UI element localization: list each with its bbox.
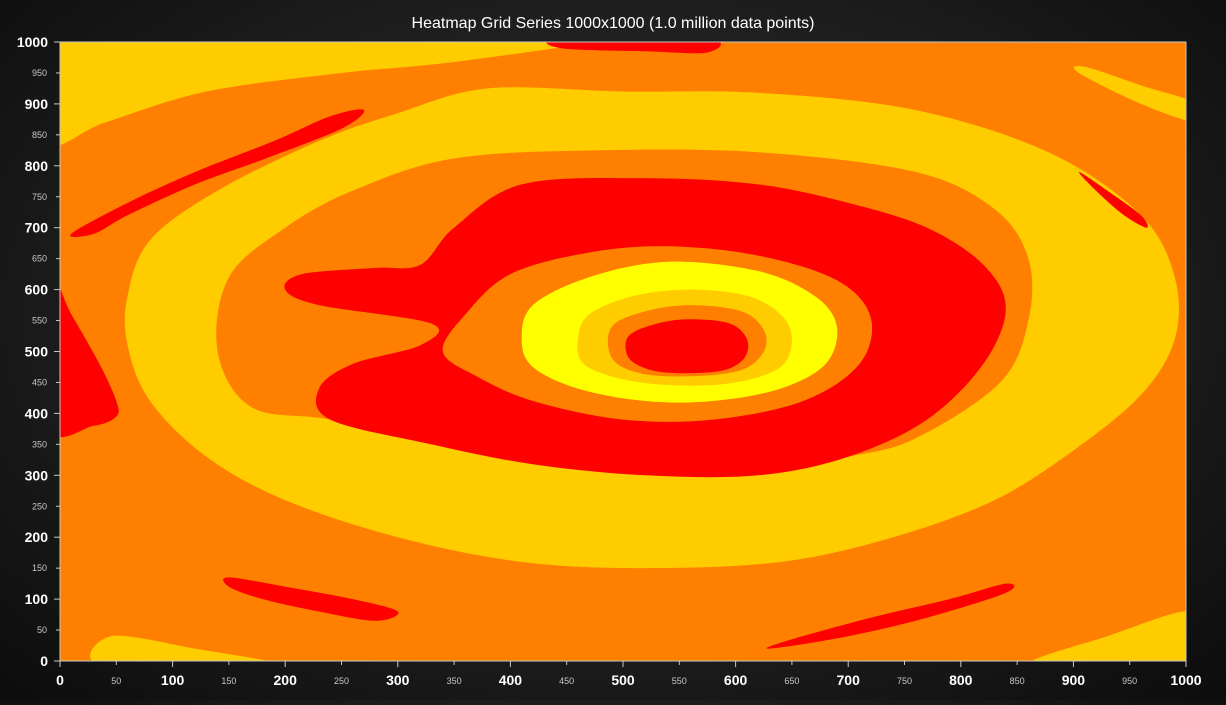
heatmap-region-10: [70, 109, 365, 238]
heatmap-region-13: [766, 583, 1015, 649]
x-tick-label-800: 800: [949, 672, 973, 688]
chart-title: Heatmap Grid Series 1000x1000 (1.0 milli…: [412, 15, 815, 32]
x-tick-label-850: 850: [1010, 676, 1025, 686]
y-tick-label-450: 450: [32, 377, 47, 387]
y-tick-label-250: 250: [32, 501, 47, 511]
x-tick-label-350: 350: [447, 676, 462, 686]
heatmap-region-17: [90, 635, 270, 661]
y-tick-label-600: 600: [25, 282, 49, 298]
heatmap-region-16: [1073, 66, 1186, 121]
y-tick-label-1000: 1000: [17, 34, 48, 50]
y-axis: 0 100 200 300 400 500 600 700 800 900 1000 50 150 250…: [17, 34, 60, 669]
y-tick-label-150: 150: [32, 563, 47, 573]
x-tick-label-900: 900: [1062, 672, 1086, 688]
y-tick-label-700: 700: [25, 220, 49, 236]
y-tick-label-650: 650: [32, 254, 47, 264]
x-tick-label-100: 100: [161, 672, 185, 688]
x-tick-label-250: 250: [334, 676, 349, 686]
x-tick-label-150: 150: [221, 676, 236, 686]
x-tick-label-300: 300: [386, 672, 410, 688]
y-tick-label-300: 300: [25, 467, 49, 483]
y-tick-label-950: 950: [32, 68, 47, 78]
y-tick-label-750: 750: [32, 192, 47, 202]
x-tick-label-550: 550: [672, 676, 687, 686]
heatmap-region-18: [1031, 611, 1186, 661]
x-tick-label-950: 950: [1122, 676, 1137, 686]
x-tick-label-1000: 1000: [1170, 672, 1201, 688]
heatmap-region-12: [223, 577, 399, 621]
y-tick-label-400: 400: [25, 405, 49, 421]
x-tick-label-200: 200: [274, 672, 298, 688]
x-tick-label-750: 750: [897, 676, 912, 686]
y-tick-label-0: 0: [40, 653, 48, 669]
x-tick-label-700: 700: [837, 672, 861, 688]
heatmap-region-11: [60, 287, 119, 438]
heatmap-region-1: [60, 42, 634, 145]
heatmap-region-15: [1078, 172, 1148, 228]
y-tick-label-350: 350: [32, 439, 47, 449]
x-tick-label-450: 450: [559, 676, 574, 686]
y-tick-label-900: 900: [25, 96, 49, 112]
y-tick-label-50: 50: [37, 625, 47, 635]
y-tick-label-550: 550: [32, 316, 47, 326]
y-tick-label-100: 100: [25, 591, 49, 607]
x-tick-label-500: 500: [611, 672, 635, 688]
y-tick-label-800: 800: [25, 158, 49, 174]
x-tick-label-400: 400: [499, 672, 523, 688]
x-axis: 0 100 200 300 400 500 600 700 800 900 1000 50 150 250…: [56, 661, 1202, 688]
heatmap-region-9: [625, 319, 749, 374]
x-tick-label-650: 650: [784, 676, 799, 686]
y-tick-label-850: 850: [32, 130, 47, 140]
y-tick-label-200: 200: [25, 529, 49, 545]
heatmap-region-14: [546, 42, 721, 54]
y-tick-label-500: 500: [25, 344, 49, 360]
heatmap-layer: [60, 42, 1186, 661]
x-tick-label-0: 0: [56, 672, 64, 688]
x-tick-label-600: 600: [724, 672, 748, 688]
x-tick-label-50: 50: [111, 676, 121, 686]
